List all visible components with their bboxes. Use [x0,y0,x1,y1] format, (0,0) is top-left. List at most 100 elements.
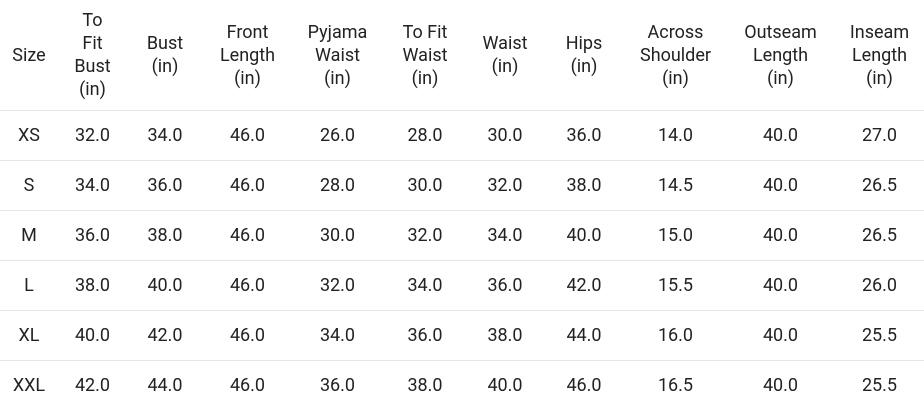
measure-cell: 26.5 [835,211,924,261]
measure-cell: 40.0 [726,211,835,261]
measure-cell: 46.0 [203,361,292,410]
measure-cell: 28.0 [292,161,383,211]
measure-cell: 32.0 [467,161,543,211]
measure-cell: 40.0 [726,361,835,410]
measure-cell: 40.0 [543,211,625,261]
header-text: (in) [835,67,924,90]
measure-cell: 34.0 [58,161,127,211]
measure-cell: 36.0 [58,211,127,261]
header-text: To [58,9,127,32]
size-cell: L [0,261,58,311]
header-cell: Hips(in) [543,0,625,111]
header-text: (in) [383,67,467,90]
measure-cell: 46.0 [203,161,292,211]
size-cell: XS [0,111,58,161]
measure-cell: 26.5 [835,161,924,211]
measure-cell: 16.0 [625,311,726,361]
measure-cell: 27.0 [835,111,924,161]
header-cell: Bust(in) [127,0,203,111]
measure-cell: 44.0 [127,361,203,410]
measure-cell: 36.0 [467,261,543,311]
header-text: Fit [58,32,127,55]
header-text: (in) [543,55,625,78]
measure-cell: 36.0 [127,161,203,211]
header-text: Across [625,21,726,44]
measure-cell: 40.0 [726,311,835,361]
header-text: Bust [127,32,203,55]
measure-cell: 46.0 [203,261,292,311]
measure-cell: 32.0 [383,211,467,261]
measure-cell: 40.0 [726,261,835,311]
measure-cell: 32.0 [292,261,383,311]
header-text: Length [203,44,292,67]
measure-cell: 34.0 [383,261,467,311]
size-cell: S [0,161,58,211]
measure-cell: 42.0 [58,361,127,410]
header-text: Front [203,21,292,44]
header-text: To Fit [383,21,467,44]
measure-cell: 25.5 [835,311,924,361]
measure-cell: 14.5 [625,161,726,211]
measure-cell: 30.0 [292,211,383,261]
measure-cell: 32.0 [58,111,127,161]
measure-cell: 38.0 [467,311,543,361]
header-text: Outseam [726,21,835,44]
measure-cell: 16.5 [625,361,726,410]
measure-cell: 42.0 [127,311,203,361]
measure-cell: 28.0 [383,111,467,161]
measure-cell: 38.0 [58,261,127,311]
measure-cell: 36.0 [383,311,467,361]
header-text: Pyjama [292,21,383,44]
header-text: (in) [625,67,726,90]
measure-cell: 34.0 [467,211,543,261]
measure-cell: 26.0 [835,261,924,311]
header-text: (in) [726,67,835,90]
header-text: Waist [383,44,467,67]
measure-cell: 38.0 [127,211,203,261]
header-text: (in) [127,55,203,78]
header-cell: Size [0,0,58,111]
header-text: Size [0,44,58,67]
measure-cell: 30.0 [467,111,543,161]
measure-cell: 14.0 [625,111,726,161]
measure-cell: 40.0 [467,361,543,410]
measure-cell: 46.0 [203,311,292,361]
measure-cell: 38.0 [383,361,467,410]
measure-cell: 36.0 [543,111,625,161]
measure-cell: 40.0 [127,261,203,311]
measure-cell: 26.0 [292,111,383,161]
measure-cell: 34.0 [127,111,203,161]
measure-cell: 15.5 [625,261,726,311]
header-text: Bust [58,55,127,78]
measure-cell: 46.0 [203,211,292,261]
header-text: (in) [467,55,543,78]
header-text: Shoulder [625,44,726,67]
header-text: (in) [292,67,383,90]
header-text: Waist [467,32,543,55]
size-cell: XXL [0,361,58,410]
measure-cell: 46.0 [543,361,625,410]
measure-cell: 42.0 [543,261,625,311]
measure-cell: 30.0 [383,161,467,211]
header-cell: Waist(in) [467,0,543,111]
measure-cell: 44.0 [543,311,625,361]
measure-cell: 46.0 [203,111,292,161]
measure-cell: 15.0 [625,211,726,261]
measure-cell: 40.0 [726,111,835,161]
measure-cell: 25.5 [835,361,924,410]
